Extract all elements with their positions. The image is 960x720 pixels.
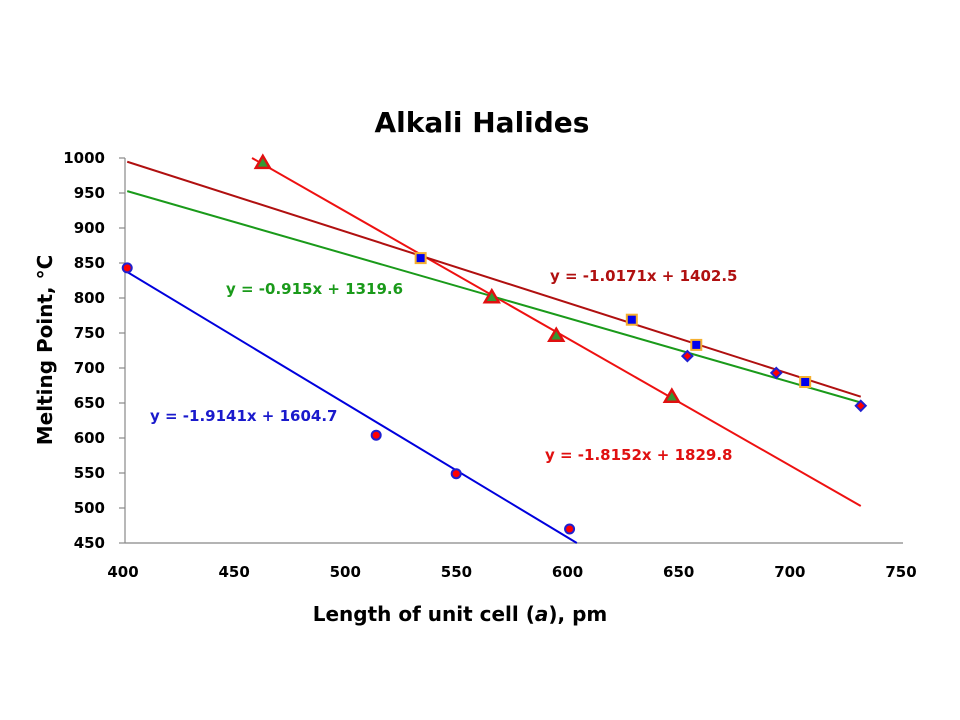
y-tick-label: 550 <box>74 464 105 482</box>
diamond-marker <box>769 366 783 380</box>
circle-marker <box>121 262 133 274</box>
y-tick-label: 500 <box>74 499 105 517</box>
x-tick-label: 700 <box>774 563 805 581</box>
plot-area: 450 500 550 600 650 700 750 800 850 900 950 1000 40… <box>63 149 916 581</box>
x-axis-ticks: 400 450 500 550 600 650 700 750 <box>107 563 916 581</box>
x-tick-label: 600 <box>552 563 583 581</box>
trendline-equations: y = -1.9141x + 1604.7 y = -1.8152x + 1829… <box>150 267 737 464</box>
diamonds-series-equation: y = -0.915x + 1319.6 <box>226 280 403 298</box>
square-marker <box>799 376 812 388</box>
diamond-marker <box>680 349 694 363</box>
triangle-marker <box>662 387 681 403</box>
y-tick-label: 450 <box>74 534 105 552</box>
y-tick-label: 700 <box>74 359 105 377</box>
circle-marker <box>450 468 462 480</box>
y-tick-label: 600 <box>74 429 105 447</box>
trendlines <box>126 157 862 544</box>
circle-marker <box>564 523 576 535</box>
y-tick-label: 950 <box>74 184 105 202</box>
data-markers <box>121 153 868 535</box>
circles-series-trendline <box>126 271 578 544</box>
squares-series-equation: y = -1.0171x + 1402.5 <box>550 267 737 285</box>
circles-series-equation: y = -1.9141x + 1604.7 <box>150 407 337 425</box>
y-tick-label: 1000 <box>63 149 105 167</box>
x-tick-label: 550 <box>441 563 472 581</box>
triangles-series-equation: y = -1.8152x + 1829.8 <box>545 446 732 464</box>
y-axis-ticks: 450 500 550 600 650 700 750 800 850 900 950 1000 <box>63 149 125 552</box>
squares-series-trendline <box>126 160 862 398</box>
x-tick-label: 750 <box>885 563 916 581</box>
triangle-marker <box>253 153 272 170</box>
y-tick-label: 750 <box>74 324 105 342</box>
y-tick-label: 850 <box>74 254 105 272</box>
x-axis-label: Length of unit cell (a), pm <box>313 602 607 626</box>
triangle-marker <box>482 287 501 304</box>
circle-marker <box>370 429 382 441</box>
y-tick-label: 650 <box>74 394 105 412</box>
y-tick-label: 800 <box>74 289 105 307</box>
square-marker <box>625 313 638 326</box>
x-tick-label: 400 <box>107 563 138 581</box>
x-tick-label: 450 <box>218 563 249 581</box>
square-marker <box>414 252 427 265</box>
y-axis-label: Melting Point, °C <box>33 255 57 446</box>
x-tick-label: 500 <box>330 563 361 581</box>
triangle-marker <box>547 326 566 343</box>
chart-title: Alkali Halides <box>375 106 590 139</box>
square-marker <box>690 338 703 351</box>
y-tick-label: 900 <box>74 219 105 237</box>
x-tick-label: 650 <box>663 563 694 581</box>
diamond-marker <box>854 399 868 413</box>
